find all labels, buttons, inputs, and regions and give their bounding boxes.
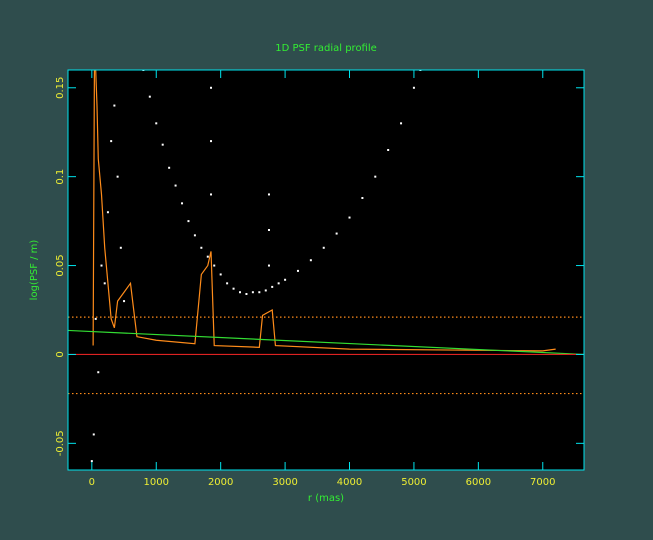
data-point xyxy=(284,278,287,281)
y-tick-label: -0.05 xyxy=(55,430,66,456)
plot-area xyxy=(68,70,584,470)
data-point xyxy=(400,122,403,125)
data-point xyxy=(116,175,119,178)
series-line xyxy=(68,329,584,356)
x-tick-label: 4000 xyxy=(337,477,362,488)
data-point xyxy=(322,246,325,249)
data-point xyxy=(103,282,106,285)
data-point xyxy=(193,234,196,237)
data-point xyxy=(213,264,216,267)
data-point xyxy=(210,86,213,89)
data-point xyxy=(245,293,248,295)
data-point xyxy=(119,246,122,249)
data-point xyxy=(309,259,312,262)
y-axis-label: log(PSF / m) xyxy=(29,240,40,301)
data-point xyxy=(387,149,390,151)
data-point xyxy=(92,433,95,436)
x-tick-label: 3000 xyxy=(272,477,297,488)
x-tick-label: 7000 xyxy=(530,477,555,488)
marks xyxy=(68,70,584,463)
x-axis-label: r (mas) xyxy=(308,493,344,504)
data-point xyxy=(335,232,338,235)
data-point xyxy=(277,282,280,285)
chart-title: 1D PSF radial profile xyxy=(275,43,377,54)
data-point xyxy=(296,269,299,272)
data-point xyxy=(181,202,184,205)
x-tick-label: 0 xyxy=(89,477,95,488)
data-point xyxy=(161,143,164,146)
data-point xyxy=(200,246,203,249)
data-point xyxy=(412,86,415,89)
data-point xyxy=(232,287,235,290)
data-point xyxy=(174,184,177,187)
data-point xyxy=(100,264,103,267)
plot-frame xyxy=(67,69,585,471)
data-point xyxy=(226,282,229,285)
y-tick-label: 0 xyxy=(55,351,66,357)
data-point xyxy=(110,140,113,143)
data-point xyxy=(348,216,351,219)
data-point xyxy=(267,193,270,196)
data-point xyxy=(187,220,190,223)
data-point xyxy=(106,211,109,214)
data-point xyxy=(148,95,151,98)
data-point xyxy=(258,291,261,294)
data-point xyxy=(90,460,93,463)
data-point xyxy=(267,229,270,231)
data-point xyxy=(219,273,222,276)
data-point xyxy=(264,289,267,292)
x-tick-label: 6000 xyxy=(466,477,491,488)
data-point xyxy=(210,140,213,143)
y-tick-label: 0.05 xyxy=(55,254,66,276)
data-point xyxy=(361,197,364,199)
data-point xyxy=(251,291,254,294)
x-tick-label: 2000 xyxy=(208,477,233,488)
data-point xyxy=(271,285,274,288)
data-point xyxy=(113,104,116,107)
data-point xyxy=(123,300,126,303)
data-point xyxy=(168,166,171,169)
data-point xyxy=(155,122,158,125)
data-point xyxy=(267,264,270,267)
data-point xyxy=(239,291,241,294)
data-point xyxy=(94,317,97,320)
x-tick-label: 1000 xyxy=(144,477,169,488)
y-tick-label: 0.15 xyxy=(55,77,66,99)
x-tick-label: 5000 xyxy=(401,477,426,488)
y-tick-label: 0.1 xyxy=(55,169,66,185)
series-line xyxy=(92,70,556,352)
data-point xyxy=(374,175,377,178)
data-point xyxy=(206,255,209,258)
data-point xyxy=(210,193,213,196)
data-point xyxy=(97,371,100,374)
